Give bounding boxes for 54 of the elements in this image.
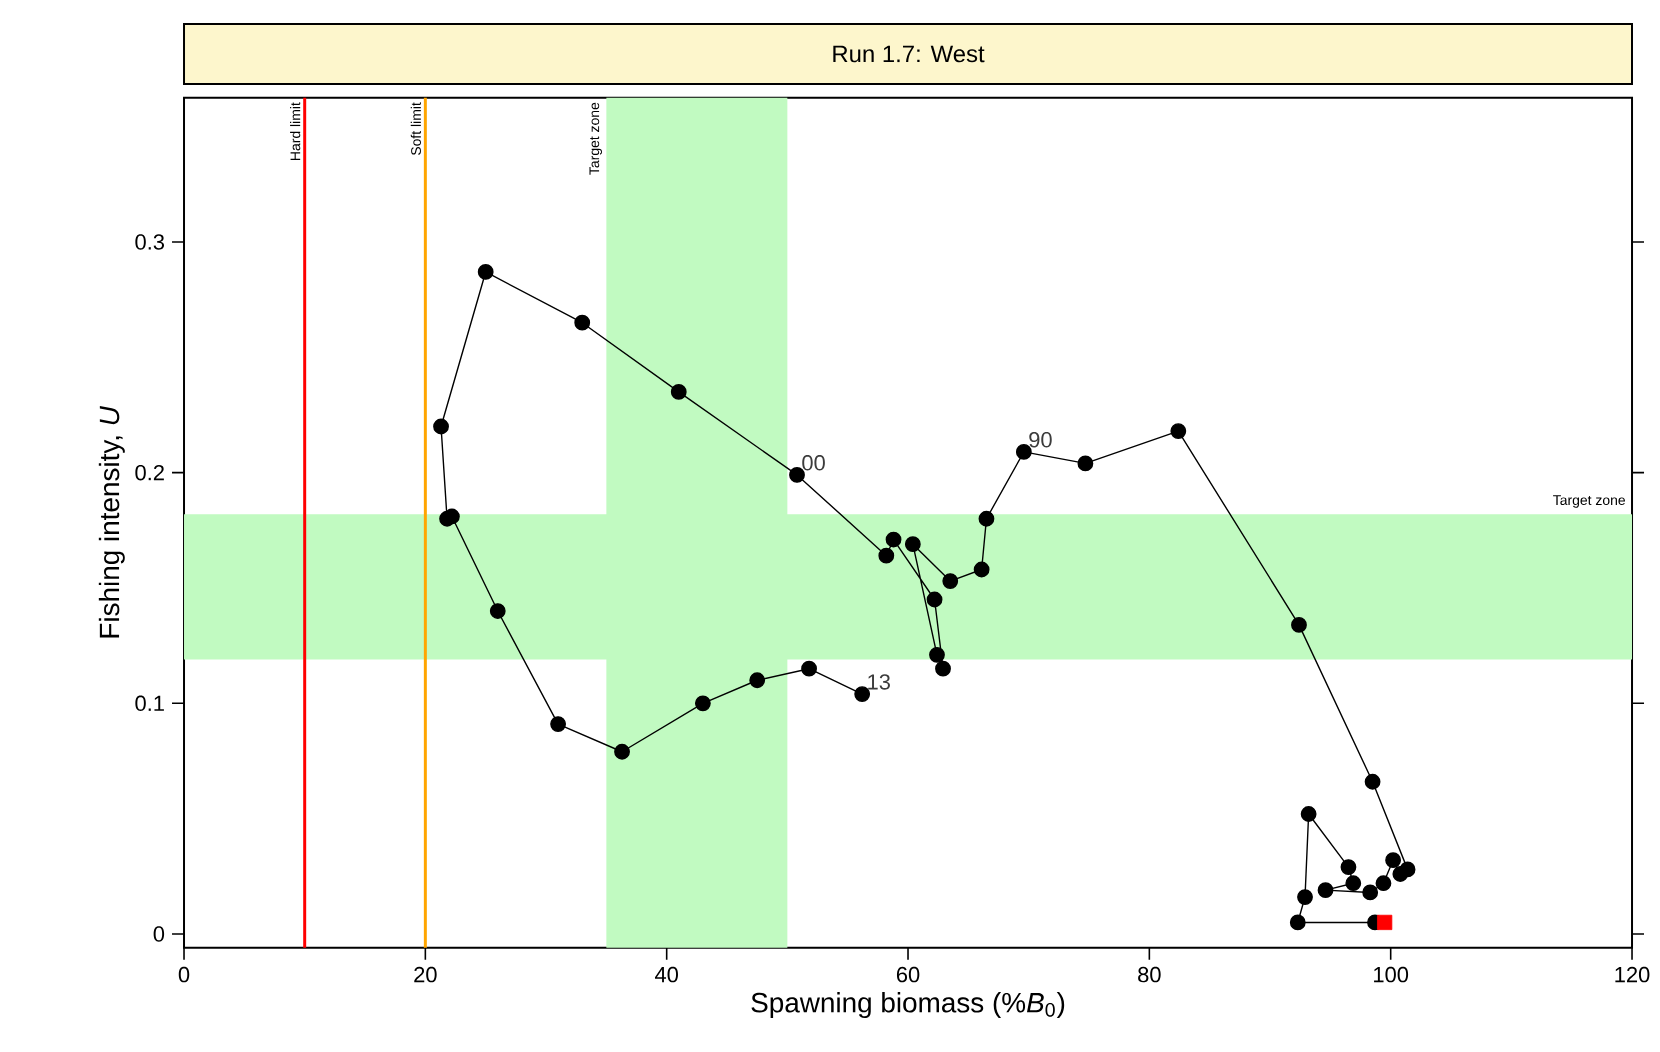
x-tick-label: 80 — [1138, 966, 1161, 983]
point — [885, 531, 902, 548]
y-tick-label: 0.1 — [135, 695, 164, 712]
y-tick-label: 0.2 — [135, 464, 164, 481]
point — [929, 646, 945, 663]
point — [904, 536, 921, 553]
point — [433, 418, 449, 435]
point — [574, 314, 591, 331]
point — [1364, 773, 1381, 790]
point — [942, 573, 959, 589]
point — [1385, 852, 1401, 869]
x-tick-label: 40 — [655, 966, 678, 983]
chart-title: Run 1.7: West — [833, 45, 985, 63]
point — [1345, 875, 1362, 892]
point — [1399, 861, 1416, 878]
point — [489, 603, 506, 619]
point — [1375, 875, 1392, 892]
x-tick-label: 120 — [1615, 966, 1650, 983]
annotation: 90 — [1029, 432, 1052, 448]
point — [935, 660, 951, 677]
point — [550, 716, 566, 732]
point — [694, 695, 711, 712]
point — [1362, 884, 1379, 901]
point — [973, 561, 990, 578]
point — [1300, 806, 1317, 822]
point — [1340, 859, 1357, 875]
point — [1077, 455, 1094, 472]
y-tick-label: 0 — [153, 926, 165, 942]
point — [1317, 882, 1334, 899]
point — [854, 686, 871, 702]
point — [978, 510, 995, 527]
annotation: 00 — [802, 455, 825, 471]
point — [1015, 443, 1032, 460]
x-tick-label: 0 — [178, 966, 190, 983]
y-tick-label: 0.3 — [135, 234, 165, 250]
point — [1377, 914, 1393, 931]
x-tick-label: 100 — [1374, 966, 1409, 983]
point — [926, 591, 943, 608]
annotation: 13 — [868, 674, 890, 690]
point — [878, 547, 895, 564]
x-axis-title: Spawning biomass (%B$_{0}$) — [751, 992, 1065, 1019]
x-tick-label: 20 — [414, 966, 437, 983]
point — [670, 384, 687, 400]
y-axis-title: Fishing intensity, U — [98, 405, 125, 638]
point — [477, 264, 494, 280]
point — [1297, 889, 1313, 905]
point — [749, 672, 766, 689]
point — [789, 467, 805, 483]
point — [1291, 616, 1307, 633]
point — [1170, 423, 1187, 440]
point — [1289, 914, 1306, 931]
point — [614, 743, 630, 760]
x-tick-label: 60 — [896, 966, 920, 983]
point — [801, 660, 817, 677]
